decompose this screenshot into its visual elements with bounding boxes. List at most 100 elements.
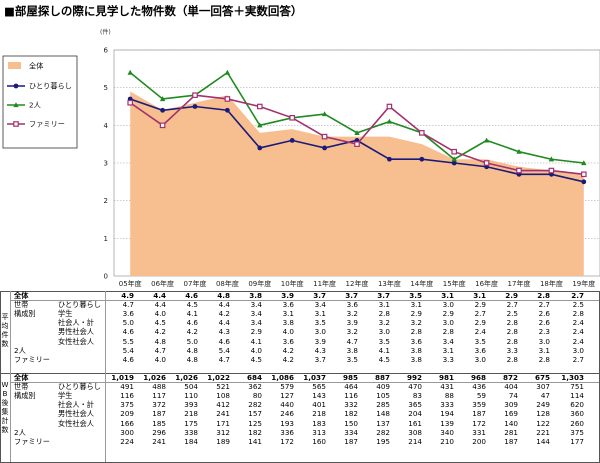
base-cell: 375 (570, 427, 584, 437)
base-cell: 401 (312, 400, 326, 410)
base-cell: 393 (184, 400, 198, 410)
data-point (160, 107, 166, 113)
avg-cell: 2.5 (506, 309, 518, 319)
data-point (354, 130, 360, 135)
base-cell: 139 (440, 418, 454, 428)
base-cell: 333 (440, 400, 454, 410)
legend-box (2, 55, 78, 149)
base-cell: 282 (248, 400, 262, 410)
data-point (386, 118, 393, 124)
avg-cell: 2.4 (572, 327, 584, 337)
base-cell: 246 (280, 409, 294, 419)
avg-cell: 3.0 (378, 327, 390, 337)
legend-label: ひとり暮らし (29, 82, 72, 91)
data-point (224, 69, 231, 75)
avg-cell: 4.4 (218, 300, 230, 310)
table-divider (10, 300, 600, 301)
x-tick-label: 09年度 (248, 279, 271, 288)
base-row-label: 世帯 (14, 382, 29, 392)
base-cell: 204 (408, 409, 422, 419)
base-cell: 675 (534, 373, 550, 382)
avg-cell: 3.1 (441, 291, 454, 300)
legend-marker (13, 121, 19, 127)
page-title: ■部屋探しの際に見学した物件数（単一回答＋実数回答） (4, 4, 303, 18)
data-point (192, 92, 198, 99)
avg-row-sublabel: 女性社会人 (58, 336, 94, 346)
avg-cell: 3.8 (410, 354, 422, 364)
base-cell: 187 (152, 409, 166, 419)
base-cell: 177 (570, 436, 584, 446)
avg-cell: 3.6 (122, 309, 134, 319)
avg-cell: 3.5 (346, 354, 358, 364)
avg-cell: 3.0 (442, 318, 454, 328)
avg-cell: 4.7 (218, 354, 230, 364)
avg-row-sublabel: 学生 (58, 309, 73, 319)
base-cell: 362 (248, 382, 262, 392)
base-cell: 338 (184, 427, 198, 437)
base-cell: 334 (344, 427, 358, 437)
data-point (257, 122, 263, 128)
avg-cell: 2.6 (538, 318, 550, 328)
base-cell: 185 (152, 418, 166, 428)
data-point (386, 103, 393, 110)
base-cell: 221 (536, 427, 550, 437)
avg-cell: 3.7 (345, 291, 358, 300)
base-cell: 161 (408, 418, 422, 428)
base-cell: 431 (440, 382, 454, 392)
avg-cell: 3.6 (346, 300, 358, 310)
avg-cell: 4.2 (186, 327, 198, 337)
avg-cell: 2.9 (442, 309, 454, 319)
data-point (516, 167, 522, 174)
base-cell: 985 (342, 373, 358, 382)
avg-cell: 5.5 (122, 336, 134, 346)
avg-cell: 4.7 (346, 336, 358, 346)
avg-cell: 3.5 (474, 336, 486, 346)
x-tick-label: 11年度 (313, 279, 336, 288)
x-tick-label: 08年度 (216, 279, 239, 288)
base-row-label: 全体 (14, 373, 29, 382)
x-tick-label: 19年度 (572, 279, 595, 288)
avg-cell: 3.3 (506, 345, 518, 355)
y-tick-label: 0 (104, 273, 108, 281)
line-chart: (件) 0 1 2 3 4 5 6 05年度 06年度 07年度 08年度 09年度 10年度 11年度… (2, 28, 600, 288)
y-unit-label: (件) (100, 28, 111, 36)
avg-cell: 4.1 (250, 336, 262, 346)
base-cell: 141 (248, 436, 262, 446)
data-point (257, 103, 263, 110)
data-point (419, 130, 425, 136)
avg-cell: 3.2 (346, 309, 358, 319)
base-cell: 1,022 (207, 373, 230, 382)
avg-cell: 4.0 (154, 309, 166, 319)
base-cell: 968 (470, 373, 486, 382)
avg-cell: 4.5 (154, 318, 166, 328)
base-cell: 105 (376, 391, 390, 401)
y-tick-labels: 0 1 2 3 4 5 6 (104, 47, 109, 281)
avg-cell: 3.7 (313, 291, 326, 300)
line-series (127, 69, 587, 185)
table-divider (105, 291, 106, 462)
avg-cell: 3.5 (378, 336, 390, 346)
base-cell: 200 (472, 436, 486, 446)
x-tick-label: 16年度 (475, 279, 498, 288)
base-cell: 285 (376, 400, 390, 410)
avg-cell: 4.7 (154, 345, 166, 355)
avg-cell: 2.3 (538, 327, 550, 337)
data-point (419, 156, 425, 162)
avg-cell: 3.0 (442, 300, 454, 310)
x-tick-label: 07年度 (184, 279, 207, 288)
base-cell: 214 (408, 436, 422, 446)
avg-cell: 4.3 (314, 345, 326, 355)
avg-row-label: 全体 (14, 291, 29, 300)
base-cell: 157 (248, 409, 262, 419)
avg-cell: 2.9 (505, 291, 518, 300)
base-cell: 218 (312, 409, 326, 419)
base-cell: 409 (376, 382, 390, 392)
base-cell: 336 (280, 427, 294, 437)
base-cell: 117 (152, 391, 166, 401)
legend-label: 全体 (29, 62, 43, 71)
base-cell: 125 (248, 418, 262, 428)
base-cell: 184 (184, 436, 198, 446)
avg-row-label: 2人 (14, 345, 26, 355)
base-cell: 565 (312, 382, 326, 392)
base-row-label: 構成別 (14, 391, 36, 401)
